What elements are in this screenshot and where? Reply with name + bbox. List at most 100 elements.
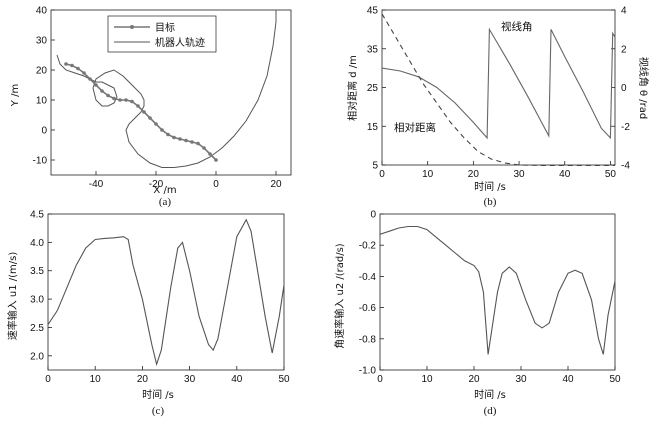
x-tick-label: 50 <box>609 374 621 385</box>
y-tick-label: -0.4 <box>359 272 377 283</box>
xlabel-b: 时间 /s <box>474 180 506 193</box>
ylabel-a: Y /m <box>10 84 21 107</box>
target-point <box>118 98 122 102</box>
y-tick-label: 3.5 <box>30 266 44 277</box>
ylabel-b-right-text: 视线角 θ /rad <box>637 57 650 119</box>
plot-area-a: -40 -20 0 20 40 30 20 10 0 -10 <box>33 6 282 191</box>
y-tick-label: 4.0 <box>30 238 44 249</box>
target-point <box>178 137 182 141</box>
target-point <box>64 62 68 66</box>
target-point <box>82 71 86 75</box>
target-point <box>154 122 158 126</box>
target-point <box>130 99 134 104</box>
y-tick-label: -0.8 <box>359 334 377 345</box>
ylabel-d-text: 角速率输入 u2 /(rad/s) <box>333 243 346 348</box>
y-tick-label: 25 <box>367 83 379 94</box>
x-tick-label: 20 <box>468 374 480 385</box>
x-tick-label: 20 <box>270 179 282 190</box>
y-tick-label: 4.5 <box>30 210 44 221</box>
y-tick-label: 3.0 <box>30 295 44 306</box>
y-tick-label: -0.2 <box>359 241 377 252</box>
xlabel-d: 时间 /s <box>474 388 506 401</box>
y-tick-label: 45 <box>367 6 379 17</box>
target-point <box>88 77 92 81</box>
y-tick-label: 5 <box>372 161 378 172</box>
target-point <box>214 158 218 162</box>
series-d <box>379 225 616 355</box>
y-tick-label: -1.0 <box>359 366 377 377</box>
target-point <box>148 116 152 120</box>
y-tick-label: 15 <box>367 122 379 133</box>
series-relative-distance <box>381 13 615 166</box>
y-tick-label: 30 <box>36 36 48 47</box>
target-point <box>76 66 80 71</box>
target-point <box>112 96 116 101</box>
target-point <box>100 89 104 93</box>
ylabel-b-right: 视线角 θ /rad <box>637 57 650 119</box>
target-point <box>124 98 128 102</box>
ylabel-d: 角速率输入 u2 /(rad/s) <box>333 243 346 348</box>
y-tick-label: -4 <box>621 161 630 172</box>
y-tick-label: 35 <box>367 44 379 55</box>
legend-target-label: 目标 <box>155 22 175 34</box>
target-point <box>136 104 140 108</box>
x-tick-label: 0 <box>379 169 385 180</box>
x-tick-label: 30 <box>184 374 196 385</box>
legend-a: 目标 机器人轨迹 <box>107 15 217 53</box>
y-tick-label: 2.0 <box>30 351 44 362</box>
xlabel-c: 时间 /s <box>142 388 174 401</box>
y-tick-label: -10 <box>33 156 48 167</box>
panel-d: 0 10 20 30 40 50 0 -0.2 -0.4 -0.6 -0.8 -1.0 角速率输入 u… <box>333 210 621 418</box>
caption-b: (b) <box>484 196 497 208</box>
x-tick-label: 0 <box>377 374 383 385</box>
target-point <box>106 93 110 98</box>
y-tick-label: 0 <box>621 83 627 94</box>
y-tick-label: 0 <box>41 126 47 137</box>
target-point <box>202 146 206 150</box>
x-tick-label: 10 <box>422 169 434 180</box>
x-tick-label: 30 <box>515 374 527 385</box>
ylabel-c: 速率输入 u1 /(m/s) <box>6 252 19 341</box>
annotation-relative-distance: 相对距离 <box>394 121 436 134</box>
x-tick-label: 20 <box>137 374 149 385</box>
plot-area-c: 0 10 20 30 40 50 4.5 4.0 3.5 3.0 2.5 2.0 <box>30 210 290 386</box>
target-point <box>142 110 146 114</box>
target-point <box>160 128 164 132</box>
x-tick-label: 20 <box>468 169 480 180</box>
x-tick-label: 0 <box>45 374 51 385</box>
series-robot-trajectory <box>56 10 277 168</box>
target-point <box>208 152 212 156</box>
ylabel-b-left-text: 相对距离 d /m <box>346 55 359 121</box>
x-tick-label: 0 <box>213 179 219 190</box>
x-tick-label: 10 <box>90 374 102 385</box>
caption-c: (c) <box>152 405 165 417</box>
target-point <box>196 141 200 146</box>
plot-frame-b <box>381 9 616 166</box>
x-tick-label: 10 <box>421 374 433 385</box>
panel-c: 0 10 20 30 40 50 4.5 4.0 3.5 3.0 2.5 2.0 速率输入 u1 /(… <box>6 210 290 418</box>
y-tick-label: -0.6 <box>359 303 377 314</box>
y-tick-label: 40 <box>36 6 48 17</box>
legend-robot-label: 机器人轨迹 <box>155 36 205 49</box>
target-point <box>70 63 74 68</box>
x-tick-label: 30 <box>513 169 525 180</box>
y-tick-label: 4 <box>621 6 627 17</box>
y-tick-label: -2 <box>621 122 630 133</box>
y-tick-label: 10 <box>36 96 48 107</box>
caption-a: (a) <box>159 196 172 208</box>
legend-target-marker <box>130 25 134 29</box>
target-point <box>190 140 194 144</box>
caption-d: (d) <box>484 405 497 417</box>
annotation-sight-angle: 视线角 <box>501 20 533 33</box>
x-tick-label: 50 <box>278 374 290 385</box>
y-tick-label: 2 <box>621 44 627 55</box>
plot-frame-d <box>379 213 616 371</box>
plot-area-d: 0 10 20 30 40 50 0 -0.2 -0.4 -0.6 -0.8 -1.0 <box>359 210 621 386</box>
target-point <box>94 83 98 87</box>
ylabel-c-text: 速率输入 u1 /(m/s) <box>6 252 19 341</box>
target-point <box>184 138 188 143</box>
legend-box <box>107 15 217 53</box>
xlabel-a: X /m <box>153 185 176 196</box>
